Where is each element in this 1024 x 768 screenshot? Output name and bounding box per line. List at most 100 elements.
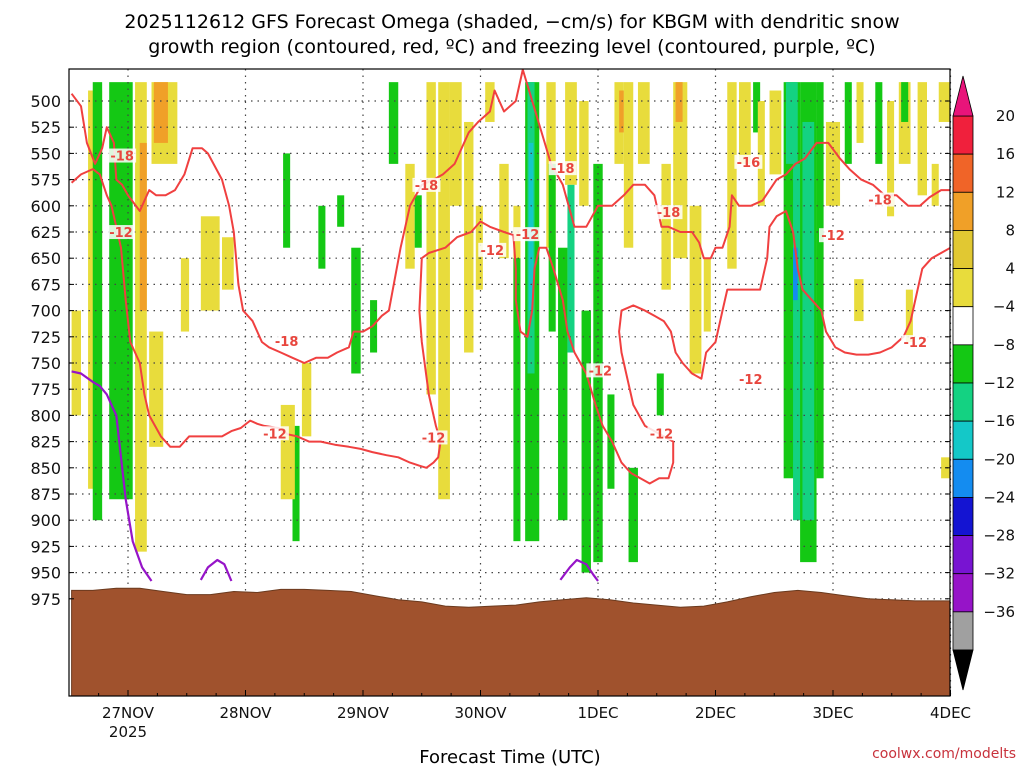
contour-label-bg-10 <box>586 363 615 378</box>
colorbar-label-9: −20 <box>983 450 1015 468</box>
omega-region-32 <box>513 258 521 542</box>
contour-label-bg-14 <box>736 371 765 386</box>
omega-region-49 <box>628 467 638 563</box>
colorbar-label-13: −36 <box>983 603 1015 621</box>
omega-region-59 <box>757 101 765 206</box>
y-tick-label-0: 500 <box>30 92 61 111</box>
colorbar-swatch-5 <box>952 306 974 346</box>
contour-label-bg-1 <box>106 225 135 240</box>
x-axis: 27NOV 28NOV 29NOV 30NOV 1DEC 2DEC 3DEC 4DEC <box>98 690 971 722</box>
colorbar-swatch-13 <box>952 611 974 651</box>
omega-region-46 <box>619 90 624 133</box>
omega-region-24 <box>426 82 436 395</box>
contour-labels: -18 -12 -18 -12 -18 -12 -12 -12 -18 -18 -12 -12 -16 -… <box>106 148 930 446</box>
contour-label-11: -12 <box>650 427 674 442</box>
x-sublabel: 2025 <box>109 723 147 741</box>
omega-region-70 <box>875 82 883 164</box>
contour-label-14: -12 <box>739 373 763 388</box>
y-tick-label-16: 900 <box>30 511 61 530</box>
omega-region-30 <box>499 163 509 259</box>
contour-label-bg-9 <box>654 205 683 220</box>
omega-region-21 <box>388 82 399 164</box>
omega-region-27 <box>464 121 474 353</box>
omega-region-60 <box>769 90 782 175</box>
x-tick-label-5: 2DEC <box>695 704 736 722</box>
y-tick-label-5: 625 <box>30 223 61 242</box>
omega-region-35 <box>528 142 534 311</box>
y-tick-label-2: 550 <box>30 144 61 163</box>
y-axis: 500 525 550 575 600 625 650 675 700 725 750 775 800 8… <box>30 92 950 609</box>
omega-region-9 <box>149 331 164 447</box>
contour-label-bg-7 <box>419 430 448 445</box>
omega-region-67 <box>816 82 824 479</box>
omega-region-50 <box>656 373 664 416</box>
contour-label-bg-16 <box>901 335 930 350</box>
colorbar-swatch-3 <box>952 230 974 269</box>
y-tick-label-18: 950 <box>30 564 61 583</box>
omega-region-4 <box>109 82 133 500</box>
omega-region-23 <box>414 195 422 248</box>
colorbar-swatch-12 <box>952 573 974 613</box>
contour-label-0: -18 <box>110 150 134 165</box>
omega-region-76 <box>854 279 864 322</box>
colorbar-label-1: 16 <box>996 145 1015 163</box>
omega-region-47 <box>623 82 634 248</box>
omega-region-6 <box>139 142 147 311</box>
contour-label-13: -12 <box>821 229 845 244</box>
contours <box>70 69 950 582</box>
colorbar-label-6: −8 <box>993 336 1015 354</box>
colorbar-label-5: −4 <box>993 298 1015 316</box>
contour-label-bg-3 <box>260 426 289 441</box>
omega-region-8 <box>153 82 168 143</box>
colorbar-label-0: 20 <box>996 107 1015 125</box>
y-tick-label-4: 600 <box>30 197 61 216</box>
omega-shading <box>71 82 950 573</box>
omega-region-38 <box>558 247 568 521</box>
x-axis-label: Forecast Time (UTC) <box>419 747 600 768</box>
omega-region-53 <box>675 82 683 122</box>
colorbar-label-11: −28 <box>983 527 1015 545</box>
y-tick-label-8: 700 <box>30 302 61 321</box>
colorbar-swatch-1 <box>952 153 974 193</box>
colorbar-label-8: −16 <box>983 412 1015 430</box>
contour-label-bg-0 <box>108 148 137 163</box>
x-tick-label-1: 28NOV <box>219 704 272 722</box>
x-tick-label-0: 27NOV <box>102 704 155 722</box>
omega-region-73 <box>901 82 909 122</box>
chart-title-line-1: 2025112612 GFS Forecast Omega (shaded, −… <box>124 11 899 33</box>
omega-region-39 <box>565 82 577 185</box>
colorbar-label-2: 12 <box>996 183 1015 201</box>
chart-title-line-2: growth region (contoured, red, ºC) and f… <box>148 36 875 58</box>
omega-region-26 <box>449 82 462 206</box>
y-tick-label-6: 650 <box>30 249 61 268</box>
colorbar-swatch-4 <box>952 268 974 308</box>
x-tick-label-3: 30NOV <box>454 704 507 722</box>
colorbar-label-10: −24 <box>983 488 1015 506</box>
terrain <box>71 587 950 696</box>
contour-label-bg-15 <box>866 192 894 207</box>
omega-region-62 <box>786 82 798 164</box>
omega-region-37 <box>548 163 556 332</box>
colorbar-swatch-2 <box>952 191 974 231</box>
contour-label-3: -12 <box>263 427 287 442</box>
omega-region-10 <box>180 258 190 332</box>
y-tick-label-10: 750 <box>30 354 61 373</box>
omega-region-18 <box>337 195 345 227</box>
colorbar-label-12: −32 <box>983 565 1015 583</box>
omega-region-5 <box>135 82 147 552</box>
y-tick-label-13: 825 <box>30 433 61 452</box>
contour-label-5: -12 <box>481 244 505 259</box>
y-tick-label-9: 725 <box>30 328 61 347</box>
x-tick-label-2: 29NOV <box>337 704 390 722</box>
omega-region-42 <box>581 310 591 573</box>
omega-region-14 <box>292 425 300 542</box>
y-tick-label-1: 525 <box>30 118 61 137</box>
colorbar-swatch-7 <box>952 382 974 422</box>
contour-label-bg-8 <box>548 161 577 176</box>
omega-region-71 <box>887 101 895 217</box>
omega-region-74 <box>917 82 927 196</box>
x-tick-label-6: 3DEC <box>812 704 853 722</box>
x-tick-label-7: 4DEC <box>930 704 971 722</box>
colorbar-label-3: 8 <box>1005 221 1015 239</box>
contour-label-16: -12 <box>904 336 928 351</box>
